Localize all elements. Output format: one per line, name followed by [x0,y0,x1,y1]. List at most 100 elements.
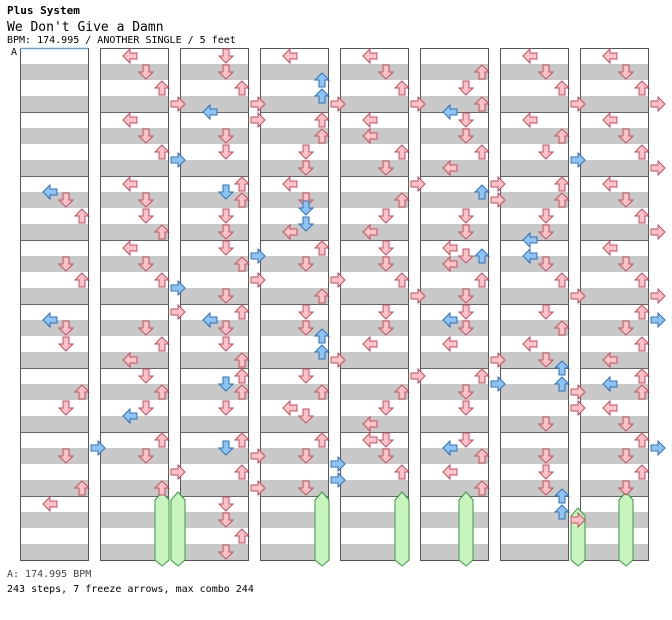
up-arrow-note [473,448,491,464]
beat-stripe [581,544,648,560]
beat-stripe [501,544,568,560]
left-arrow-note [602,351,618,369]
down-arrow-note [457,288,475,304]
right-arrow-note [330,271,346,289]
down-arrow-note [537,208,555,224]
beat-stripe [181,544,248,560]
freeze-arrow [154,491,170,567]
down-arrow-note [377,400,395,416]
up-arrow-note [313,288,331,304]
up-arrow-note [233,80,251,96]
up-arrow-note [473,144,491,160]
left-arrow-note [282,399,298,417]
down-arrow-note [617,416,635,432]
beat-stripe [581,192,648,208]
left-arrow-note [522,47,538,65]
beat-stripe [421,320,488,336]
down-arrow-note [297,200,315,216]
up-arrow-note [633,144,651,160]
beat-stripe [21,480,88,496]
beat-stripe [21,64,88,80]
beat-stripe [21,448,88,464]
beat-stripe [261,96,328,112]
beat-stripe [581,416,648,432]
beat-stripe [501,416,568,432]
freeze-arrow [170,491,186,567]
down-arrow-note [297,320,315,336]
left-arrow-note [362,111,378,129]
down-arrow-note [297,304,315,320]
beat-stripe [581,288,648,304]
up-arrow-note [153,144,171,160]
down-arrow-note [217,440,235,456]
beat-stripe [421,384,488,400]
beat-stripe [101,256,168,272]
down-arrow-note [217,240,235,256]
beat-stripe [261,256,328,272]
right-arrow-note [410,95,426,113]
up-arrow-note [473,248,491,264]
beat-stripe [101,480,168,496]
up-arrow-note [313,328,331,344]
up-arrow-note [553,80,571,96]
up-arrow-note [313,72,331,88]
beat-stripe [501,352,568,368]
right-arrow-note [570,151,586,169]
up-arrow-note [313,112,331,128]
left-arrow-note [442,159,458,177]
right-arrow-note [570,511,586,529]
down-arrow-note [217,128,235,144]
freeze-arrow [458,491,474,567]
freeze-arrow [394,491,410,567]
beat-stripe [181,224,248,240]
beat-stripe [101,64,168,80]
beat-stripe [341,512,408,528]
left-arrow-note [522,247,538,265]
up-arrow-note [393,384,411,400]
up-arrow-note [313,384,331,400]
left-arrow-note [122,175,138,193]
left-arrow-note [122,351,138,369]
beat-stripe [581,384,648,400]
down-arrow-note [377,320,395,336]
up-arrow-note [633,464,651,480]
up-arrow-note [233,256,251,272]
up-arrow-note [553,128,571,144]
beat-stripe [101,384,168,400]
up-arrow-note [633,80,651,96]
beat-stripe [261,416,328,432]
down-arrow-note [217,208,235,224]
up-arrow-note [553,272,571,288]
right-arrow-note [650,311,666,329]
up-arrow-note [233,384,251,400]
down-arrow-note [217,400,235,416]
left-arrow-note [282,47,298,65]
left-arrow-note [442,311,458,329]
up-arrow-note [473,184,491,200]
chart-column [500,48,569,561]
up-arrow-note [473,480,491,496]
beat-stripe [501,96,568,112]
beat-stripe [21,160,88,176]
beat-stripe [421,288,488,304]
down-arrow-note [617,128,635,144]
down-arrow-note [457,400,475,416]
down-arrow-note [57,400,75,416]
beat-stripe [101,320,168,336]
beat-stripe [341,448,408,464]
column-border [580,48,649,561]
up-arrow-note [153,336,171,352]
down-arrow-note [537,464,555,480]
left-arrow-note [442,103,458,121]
down-arrow-note [137,368,155,384]
beat-stripe [421,64,488,80]
down-arrow-note [217,184,235,200]
beat-stripe [261,64,328,80]
down-arrow-note [457,248,475,264]
right-arrow-note [650,287,666,305]
beat-stripe [581,128,648,144]
down-arrow-note [377,208,395,224]
step-stats: 243 steps, 7 freeze arrows, max combo 24… [7,584,254,595]
freeze-arrow [314,491,330,567]
left-arrow-note [522,335,538,353]
